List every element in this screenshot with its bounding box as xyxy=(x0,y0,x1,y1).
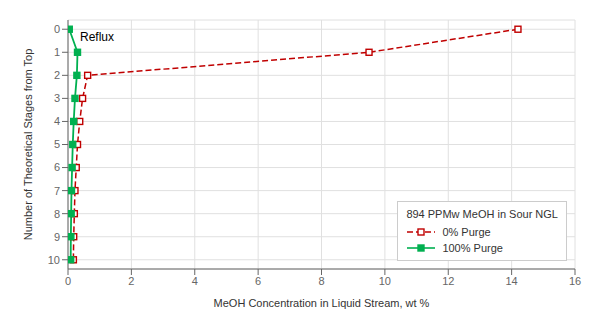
svg-text:9: 9 xyxy=(54,231,60,243)
svg-text:2: 2 xyxy=(54,69,60,81)
svg-text:8: 8 xyxy=(318,275,324,287)
html-text:894 PPMw MeOH in Sour NGL: 894 PPMw MeOH in Sour NGL xyxy=(406,208,558,220)
svg-text:0: 0 xyxy=(54,23,60,35)
svg-text:14: 14 xyxy=(506,275,518,287)
html-text:100% Purge: 100% Purge xyxy=(442,242,503,254)
svg-text:5: 5 xyxy=(54,138,60,150)
svg-text:10: 10 xyxy=(48,254,60,266)
svg-text:12: 12 xyxy=(442,275,454,287)
svg-text:Number of Theoretical Stages f: Number of Theoretical Stages from Top xyxy=(22,49,34,241)
svg-text:8: 8 xyxy=(54,208,60,220)
svg-text:4: 4 xyxy=(192,275,198,287)
svg-text:3: 3 xyxy=(54,92,60,104)
svg-text:6: 6 xyxy=(255,275,261,287)
svg-text:10: 10 xyxy=(379,275,391,287)
svg-text:MeOH Concentration in Liquid S: MeOH Concentration in Liquid Stream, wt … xyxy=(214,297,430,309)
html-text:0% Purge: 0% Purge xyxy=(442,226,491,238)
svg-text:6: 6 xyxy=(54,161,60,173)
svg-text:4: 4 xyxy=(54,115,60,127)
svg-text:16: 16 xyxy=(569,275,581,287)
svg-text:0: 0 xyxy=(65,275,71,287)
svg-text:2: 2 xyxy=(128,275,134,287)
svg-text:7: 7 xyxy=(54,185,60,197)
svg-text:Reflux: Reflux xyxy=(80,30,114,44)
svg-text:1: 1 xyxy=(54,46,60,58)
